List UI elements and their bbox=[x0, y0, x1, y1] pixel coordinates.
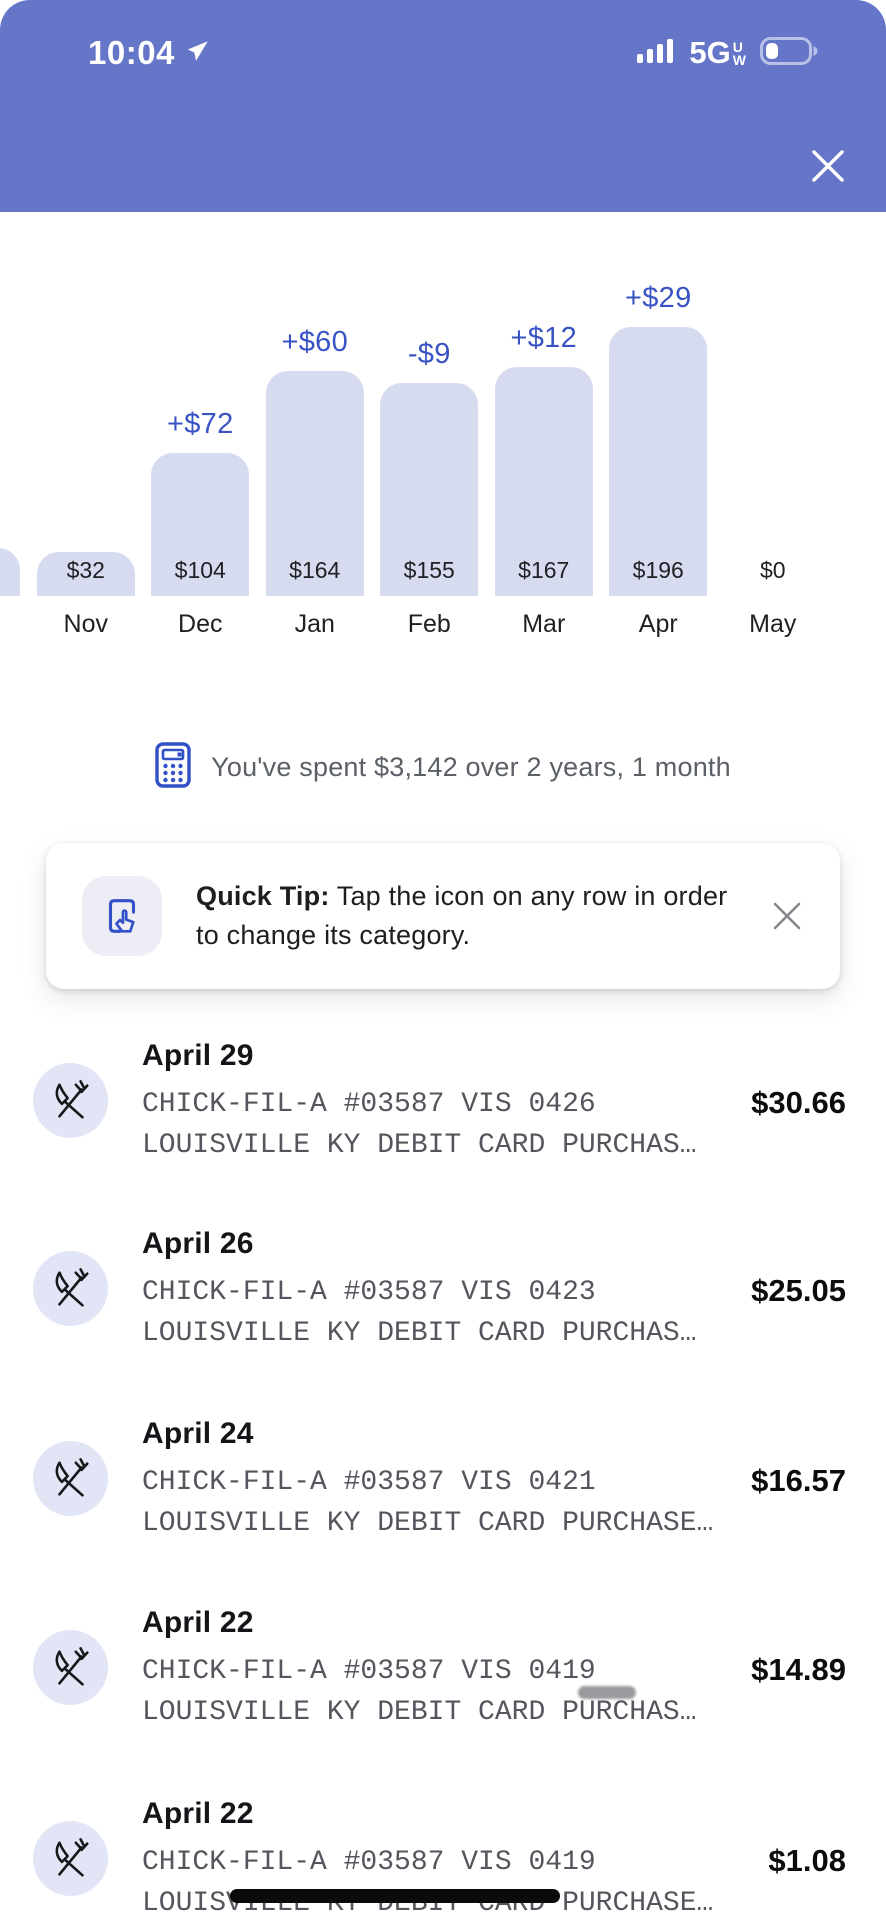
redaction-bar bbox=[230, 1889, 560, 1903]
chart-column-dec[interactable]: +$72 $104 Dec bbox=[143, 212, 257, 642]
transaction-amount: $25.05 bbox=[751, 1273, 846, 1308]
delta-label: +$12 bbox=[510, 322, 578, 354]
month-label: Feb bbox=[407, 610, 451, 638]
bar-apr[interactable] bbox=[609, 327, 708, 596]
chart-column-apr[interactable]: +$29 $196 Apr bbox=[601, 212, 715, 642]
transaction-description: CHICK-FIL-A #03587 VIS 0419 bbox=[142, 1847, 596, 1878]
value-label: $0 bbox=[759, 557, 786, 583]
transaction-description-2: LOUISVILLE KY DEBIT CARD PURCHASE… bbox=[142, 1508, 714, 1539]
close-icon[interactable] bbox=[764, 893, 810, 939]
delta-label: +$60 bbox=[281, 326, 349, 358]
month-label: Nov bbox=[63, 610, 108, 638]
transaction-row[interactable]: April 24 CHICK-FIL-A #03587 VIS 0421 LOU… bbox=[0, 1417, 886, 1605]
status-time: 10:04 bbox=[88, 34, 175, 71]
transaction-amount: $16.57 bbox=[751, 1463, 846, 1498]
battery-low-icon bbox=[760, 36, 818, 70]
transaction-description: CHICK-FIL-A #03587 VIS 0423 bbox=[142, 1277, 596, 1308]
restaurant-icon[interactable] bbox=[33, 1063, 108, 1138]
restaurant-icon[interactable] bbox=[33, 1630, 108, 1705]
redaction-smudge bbox=[578, 1686, 636, 1699]
bar-jan[interactable] bbox=[265, 371, 364, 596]
value-label: $155 bbox=[403, 557, 455, 583]
quick-tip-text: Quick Tip: Tap the icon on any row in or… bbox=[196, 881, 728, 950]
value-label: $164 bbox=[289, 557, 341, 583]
transaction-date: April 22 bbox=[142, 1797, 254, 1830]
transaction-amount: $1.08 bbox=[768, 1843, 846, 1878]
transaction-date: April 24 bbox=[142, 1417, 254, 1450]
transaction-description-2: LOUISVILLE KY DEBIT CARD PURCHAS… bbox=[142, 1697, 697, 1728]
calculator-icon bbox=[155, 742, 191, 793]
transaction-description: CHICK-FIL-A #03587 VIS 0421 bbox=[142, 1467, 596, 1498]
transaction-date: April 29 bbox=[142, 1039, 254, 1072]
bar-mar[interactable] bbox=[494, 367, 593, 596]
transaction-description-2: LOUISVILLE KY DEBIT CARD PURCHAS… bbox=[142, 1130, 697, 1161]
chart-column-jan[interactable]: +$60 $164 Jan bbox=[258, 212, 372, 642]
transaction-row[interactable]: April 29 CHICK-FIL-A #03587 VIS 0426 LOU… bbox=[0, 1039, 886, 1227]
cellular-signal-icon bbox=[637, 38, 675, 69]
month-label: Jan bbox=[294, 610, 335, 638]
delta-label: -$9 bbox=[407, 338, 451, 370]
transaction-description: CHICK-FIL-A #03587 VIS 0419 bbox=[142, 1656, 596, 1687]
bar-partial-left bbox=[0, 548, 20, 596]
transaction-date: April 26 bbox=[142, 1227, 254, 1260]
value-label: $32 bbox=[66, 557, 105, 583]
transaction-amount: $30.66 bbox=[751, 1085, 846, 1120]
chart-column-feb[interactable]: -$9 $155 Feb bbox=[372, 212, 486, 642]
month-label: Mar bbox=[522, 610, 566, 638]
location-arrow-icon bbox=[185, 38, 211, 69]
restaurant-icon[interactable] bbox=[33, 1821, 108, 1896]
header: 10:04 5G U bbox=[0, 0, 886, 212]
monthly-spending-bar-chart: $32 Nov +$72 $104 Dec +$60 $164 Jan -$9 $155 Feb +$… bbox=[0, 212, 886, 642]
tap-card-icon bbox=[82, 876, 162, 956]
chart-column-may[interactable]: $0 May bbox=[716, 212, 830, 642]
network-type-label: 5G U W bbox=[689, 35, 746, 70]
close-icon[interactable] bbox=[802, 140, 854, 192]
value-label: $167 bbox=[518, 557, 570, 583]
status-bar: 10:04 5G U bbox=[0, 30, 886, 76]
chart-column-nov[interactable]: $32 Nov bbox=[29, 212, 143, 642]
transaction-row[interactable]: April 22 CHICK-FIL-A #03587 VIS 0419 LOU… bbox=[0, 1797, 886, 1920]
transaction-date: April 22 bbox=[142, 1606, 254, 1639]
spending-summary: You've spent $3,142 over 2 years, 1 mont… bbox=[0, 742, 886, 793]
transaction-row[interactable]: April 26 CHICK-FIL-A #03587 VIS 0423 LOU… bbox=[0, 1227, 886, 1415]
month-label: Apr bbox=[638, 610, 678, 638]
month-label: Dec bbox=[178, 610, 223, 638]
month-label: May bbox=[749, 610, 797, 638]
transaction-description-2: LOUISVILLE KY DEBIT CARD PURCHAS… bbox=[142, 1318, 697, 1349]
value-label: $104 bbox=[174, 557, 226, 583]
transaction-description: CHICK-FIL-A #03587 VIS 0426 bbox=[142, 1089, 596, 1120]
transaction-amount: $14.89 bbox=[751, 1652, 846, 1687]
restaurant-icon[interactable] bbox=[33, 1251, 108, 1326]
delta-label: +$72 bbox=[166, 408, 234, 440]
chart-column-mar[interactable]: +$12 $167 Mar bbox=[487, 212, 601, 642]
transaction-row[interactable]: April 22 CHICK-FIL-A #03587 VIS 0419 LOU… bbox=[0, 1606, 886, 1794]
bar-nov[interactable] bbox=[36, 552, 135, 596]
delta-label: +$29 bbox=[624, 282, 692, 314]
bar-dec[interactable] bbox=[151, 453, 250, 596]
value-label: $196 bbox=[632, 557, 684, 583]
summary-text: You've spent $3,142 over 2 years, 1 mont… bbox=[211, 752, 731, 782]
restaurant-icon[interactable] bbox=[33, 1441, 108, 1516]
quick-tip-card: Quick Tip: Tap the icon on any row in or… bbox=[46, 843, 840, 989]
bar-feb[interactable] bbox=[380, 383, 479, 596]
